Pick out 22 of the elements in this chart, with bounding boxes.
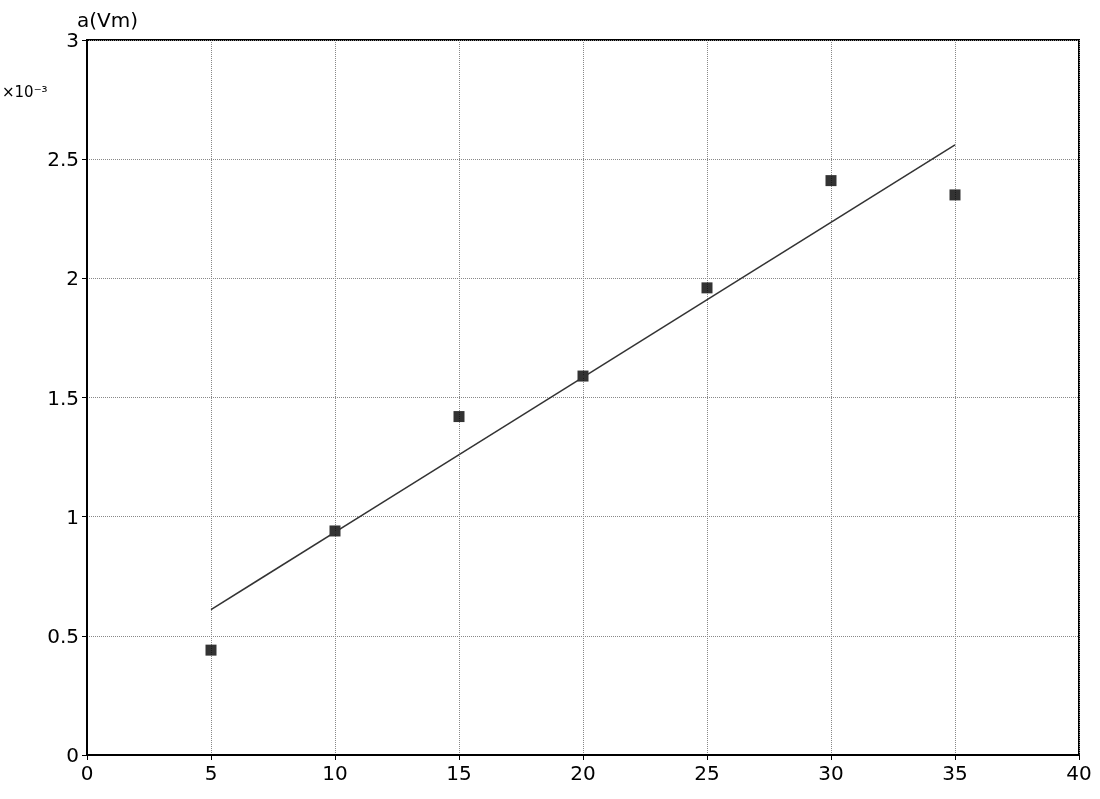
x-tick-label: 25 [694,761,720,785]
x-tick-label: 15 [446,761,472,785]
y-tick-label: 0 [66,743,79,767]
text: ×10⁻³ [2,82,48,101]
point [205,644,217,656]
point [825,175,837,187]
x-tick-label: 5 [204,761,218,785]
x-tick-label: 30 [818,761,844,785]
y-axis-title: a(Vm) [77,8,139,33]
x-tick-label: 35 [942,761,968,785]
y-tick-label: 2.5 [47,147,79,172]
point [453,411,465,423]
x-tick-label: 20 [570,761,596,785]
y-tick-label: 3 [66,28,79,52]
point [949,189,961,201]
y-tick-label: 0.5 [47,623,79,648]
x-tick-label: 10 [322,761,348,785]
y-tick-label: 2 [66,266,79,291]
point [701,282,713,294]
x-tick-label: 40 [1066,761,1092,785]
y-tick-label: 1 [66,504,79,529]
y-tick-label: 1.5 [47,385,79,410]
